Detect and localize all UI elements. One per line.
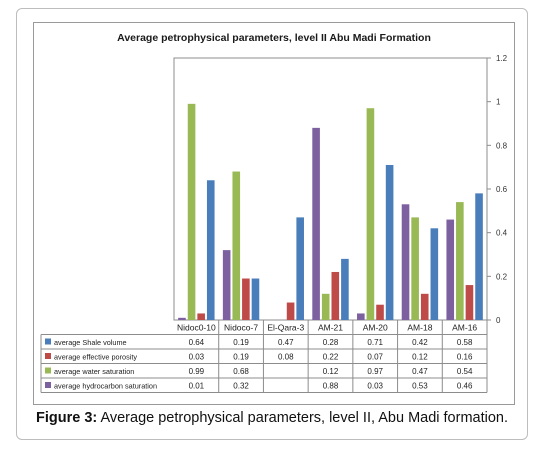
chart-frame <box>33 22 515 405</box>
caption-label: Figure 3: <box>35 410 98 426</box>
chart-title: Average petrophysical parameters, level … <box>117 32 431 44</box>
caption-text: Average petrophysical parameters, level … <box>97 410 508 426</box>
figure-caption: Figure 3: Average petrophysical paramete… <box>16 410 528 426</box>
